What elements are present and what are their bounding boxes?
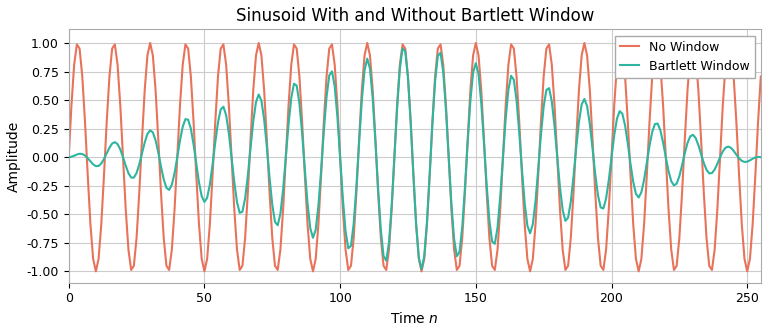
Bartlett Window <box>327 69 336 73</box>
Bartlett Window <box>64 155 73 159</box>
No Window <box>412 222 421 226</box>
No Window <box>325 47 334 51</box>
No Window <box>286 63 296 67</box>
Bartlett Window <box>409 173 418 177</box>
Line: Bartlett Window: Bartlett Window <box>68 48 761 269</box>
Bartlett Window <box>319 129 329 133</box>
Bartlett Window <box>417 267 426 271</box>
No Window <box>756 75 766 79</box>
Bartlett Window <box>756 155 766 159</box>
Bartlett Window <box>631 192 641 196</box>
No Window <box>371 137 380 141</box>
No Window <box>145 41 154 45</box>
Bartlett Window <box>398 46 407 50</box>
No Window <box>333 103 342 107</box>
No Window <box>91 269 101 273</box>
Line: No Window: No Window <box>68 43 761 271</box>
No Window <box>64 155 73 159</box>
Y-axis label: Amplitude: Amplitude <box>7 121 21 192</box>
Legend: No Window, Bartlett Window: No Window, Bartlett Window <box>615 36 754 78</box>
No Window <box>631 257 641 261</box>
X-axis label: Time $n$: Time $n$ <box>390 311 439 326</box>
Bartlett Window <box>366 67 375 71</box>
Bartlett Window <box>281 155 290 159</box>
Title: Sinusoid With and Without Bartlett Window: Sinusoid With and Without Bartlett Windo… <box>236 7 594 25</box>
